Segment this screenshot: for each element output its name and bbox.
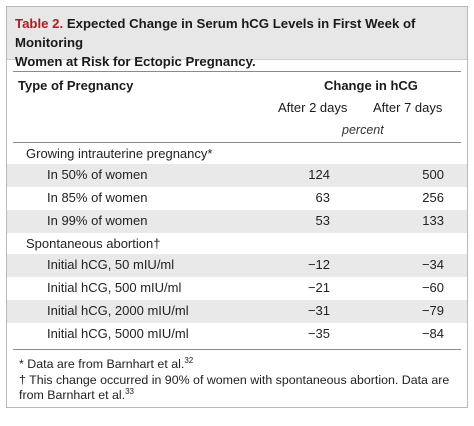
header-rule-top (13, 71, 461, 72)
col-header-after2: After 2 days (278, 100, 348, 115)
row-label: Initial hCG, 2000 mIU/ml (47, 303, 189, 318)
row-value-after2: 63 (315, 190, 330, 205)
footnote-mark: † (19, 373, 26, 387)
row-value-after7: 256 (422, 190, 444, 205)
row-label: Initial hCG, 50 mIU/ml (47, 257, 175, 272)
table-row: Initial hCG, 50 mIU/ml −12 −34 (7, 254, 467, 277)
footnote-ref: 33 (125, 386, 134, 396)
col-header-change: Change in hCG (324, 78, 418, 93)
footnote-text: Data are from Barnhart et al. (27, 357, 185, 371)
row-label: In 50% of women (47, 167, 148, 182)
footnote-text: This change occurred in 90% of women wit… (29, 373, 450, 387)
table-row: Initial hCG, 2000 mIU/ml −31 −79 (7, 300, 467, 323)
section-heading-intrauterine: Growing intrauterine pregnancy* (26, 146, 213, 161)
row-label: In 85% of women (47, 190, 148, 205)
row-value-after7: −84 (421, 326, 444, 341)
table-title: Table 2. Expected Change in Serum hCG Le… (15, 14, 461, 71)
footnote-mark: * (19, 357, 24, 371)
row-value-after2: −35 (307, 326, 330, 341)
row-value-after7: −79 (421, 303, 444, 318)
table-row: Initial hCG, 500 mIU/ml −21 −60 (7, 277, 467, 300)
row-value-after2: 53 (315, 213, 330, 228)
unit-label: percent (342, 123, 384, 137)
row-label: Initial hCG, 500 mIU/ml (47, 280, 182, 295)
col-header-type: Type of Pregnancy (18, 78, 134, 93)
table-label: Table 2. (15, 16, 64, 31)
row-value-after2: −31 (307, 303, 330, 318)
row-value-after2: −21 (307, 280, 330, 295)
col-header-after7: After 7 days (373, 100, 443, 115)
table-row: In 85% of women 63 256 (7, 187, 467, 210)
header-rule-bottom (13, 142, 461, 143)
row-value-after7: −34 (421, 257, 444, 272)
row-value-after2: 124 (308, 167, 330, 182)
table-title-bar: Table 2. Expected Change in Serum hCG Le… (7, 7, 467, 69)
footnote-2: † This change occurred in 90% of women w… (19, 373, 469, 403)
table-title-line2: Women at Risk for Ectopic Pregnancy. (15, 54, 256, 69)
section-heading-abortion: Spontaneous abortion† (26, 236, 161, 251)
row-label: In 99% of women (47, 213, 148, 228)
table-row: In 99% of women 53 133 (7, 210, 467, 233)
row-label: Initial hCG, 5000 mIU/ml (47, 326, 189, 341)
table-title-line1: Expected Change in Serum hCG Levels in F… (15, 16, 416, 50)
footnote-text-cont: from Barnhart et al. (19, 388, 126, 402)
row-value-after7: −60 (421, 280, 444, 295)
table-card: Table 2. Expected Change in Serum hCG Le… (6, 6, 468, 408)
row-value-after2: −12 (307, 257, 330, 272)
table-row: In 50% of women 124 500 (7, 164, 467, 187)
table-rule-bottom (13, 349, 461, 350)
footnote-ref: 32 (184, 355, 194, 365)
row-value-after7: 133 (422, 213, 444, 228)
row-value-after7: 500 (422, 167, 444, 182)
footnote-1: * Data are from Barnhart et al.32 (19, 355, 469, 372)
table-row: Initial hCG, 5000 mIU/ml −35 −84 (7, 323, 467, 346)
